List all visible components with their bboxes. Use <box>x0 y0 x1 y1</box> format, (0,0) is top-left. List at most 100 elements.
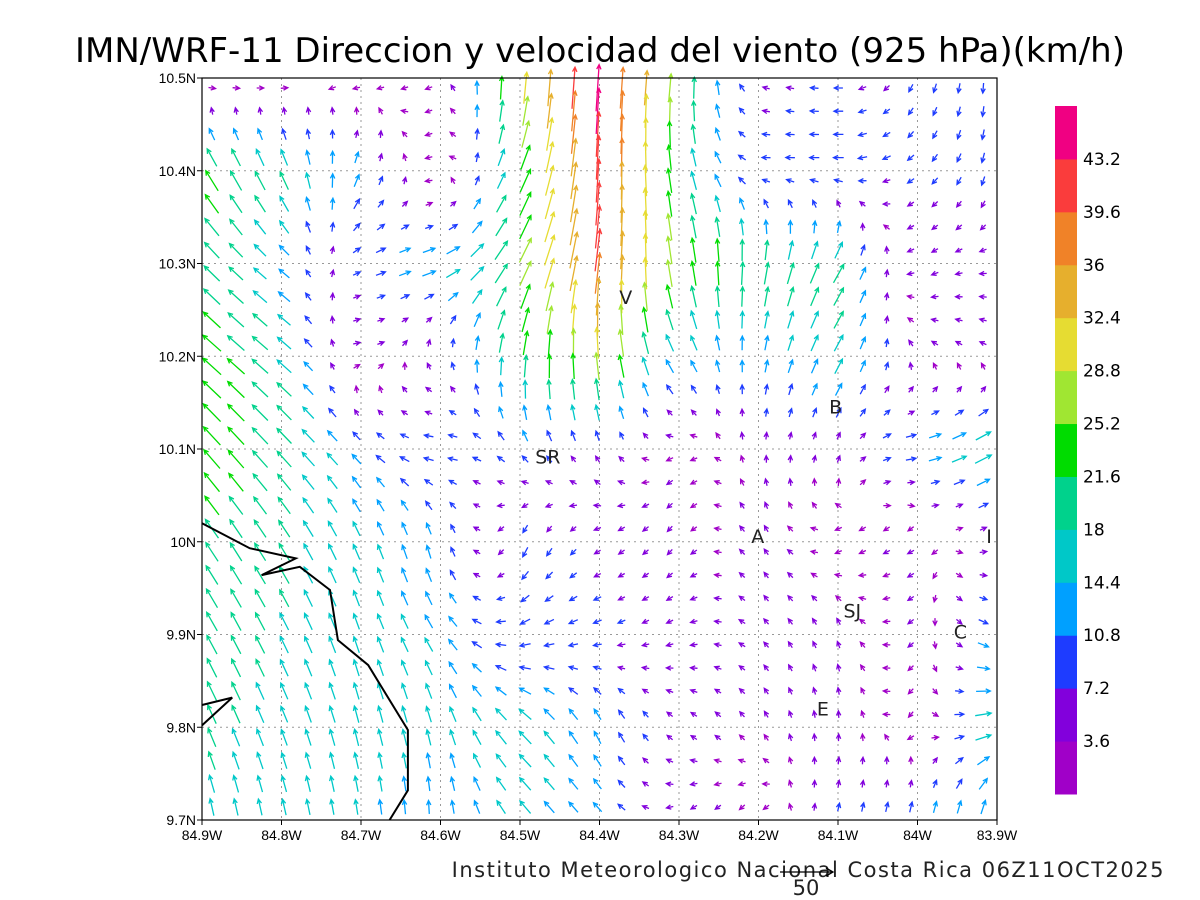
wind-vector <box>811 755 818 765</box>
wind-vector <box>594 455 601 463</box>
wind-vector <box>567 665 579 671</box>
wind-vector <box>471 640 483 649</box>
wind-vector <box>690 123 697 144</box>
wind-vector <box>449 799 456 814</box>
wind-vector <box>787 640 794 649</box>
wind-vector <box>375 432 385 440</box>
wind-vector <box>449 775 456 791</box>
wind-vector <box>931 734 940 741</box>
wind-vector <box>932 618 938 627</box>
wind-vector <box>424 108 433 114</box>
wind-vector <box>450 523 456 534</box>
wind-vector <box>377 129 384 138</box>
wind-vector <box>640 665 650 671</box>
wind-vector <box>788 382 794 396</box>
wind-vector <box>761 108 771 115</box>
wind-vector <box>881 595 891 601</box>
wind-vector <box>400 613 409 629</box>
wind-vector <box>593 753 602 767</box>
wind-vector <box>227 472 244 492</box>
wind-vector <box>860 222 866 231</box>
wind-vector <box>445 268 461 279</box>
wind-vector <box>228 495 244 515</box>
wind-vector <box>931 410 940 416</box>
wind-vector <box>974 454 993 464</box>
wind-vector <box>253 243 267 257</box>
wind-vector <box>206 680 218 701</box>
wind-vector <box>761 85 770 91</box>
wind-vector <box>423 177 433 184</box>
wind-vector <box>932 83 938 94</box>
wind-vector <box>788 686 794 695</box>
wind-vector <box>882 572 891 578</box>
wind-vector <box>498 332 505 353</box>
colorbar-label: 10.8 <box>1083 626 1121 646</box>
wind-vector <box>858 526 867 532</box>
wind-vector <box>617 328 625 357</box>
wind-vector <box>809 85 819 91</box>
wind-vector <box>328 635 337 654</box>
wind-vector <box>763 454 770 463</box>
wind-vector <box>352 431 361 441</box>
wind-vector <box>763 407 770 417</box>
wind-vector <box>640 641 650 648</box>
wind-vector <box>377 363 385 370</box>
wind-vector <box>739 407 745 417</box>
wind-vector <box>690 384 698 394</box>
wind-vector <box>353 363 361 370</box>
wind-vector <box>521 306 531 333</box>
wind-vector <box>641 688 650 694</box>
wind-vector <box>376 612 385 630</box>
wind-vector <box>547 68 554 107</box>
wind-vector <box>473 752 482 768</box>
wind-vector <box>204 495 220 516</box>
wind-vector <box>450 337 456 348</box>
wind-vector <box>226 403 245 422</box>
wind-vector <box>377 798 384 815</box>
wind-vector <box>206 147 218 167</box>
wind-vector <box>811 382 818 396</box>
wind-vector <box>375 85 385 91</box>
wind-vector <box>713 526 722 532</box>
wind-vector <box>497 526 505 532</box>
wind-vector <box>690 147 697 167</box>
wind-vector <box>932 594 938 604</box>
wind-vector <box>739 310 746 329</box>
wind-vector <box>329 268 336 278</box>
wind-vector <box>859 383 866 395</box>
wind-vector <box>618 405 625 419</box>
wind-vector <box>472 729 482 746</box>
wind-vector <box>787 239 795 260</box>
wind-vector <box>689 595 698 601</box>
wind-vector <box>520 283 531 310</box>
wind-vector <box>786 285 795 307</box>
wind-vector <box>301 406 315 419</box>
wind-vector <box>738 710 745 718</box>
wind-vector <box>665 433 674 439</box>
coastline-segment <box>201 696 233 727</box>
wind-vector <box>401 543 408 560</box>
wind-vector <box>954 294 963 300</box>
wind-vector <box>979 549 989 555</box>
wind-vector <box>763 218 769 235</box>
colorbar-label: 21.6 <box>1083 467 1121 487</box>
wind-vector <box>377 751 383 769</box>
wind-vector <box>207 703 217 724</box>
wind-vector <box>353 408 360 417</box>
wind-vector <box>473 197 482 210</box>
wind-vector <box>859 640 866 648</box>
wind-vector <box>689 479 698 485</box>
wind-vector <box>859 478 867 486</box>
wind-vector <box>278 542 290 561</box>
wind-vector <box>594 326 600 359</box>
colorbar-label: 18 <box>1083 520 1105 540</box>
wind-vector <box>980 200 986 209</box>
wind-vector <box>519 260 532 286</box>
wind-vector <box>400 590 409 606</box>
wind-vector <box>201 334 222 352</box>
wind-vector <box>496 194 507 213</box>
wind-vector <box>279 588 290 608</box>
wind-vector <box>665 333 675 352</box>
wind-vector <box>975 431 992 441</box>
wind-vector <box>522 404 528 421</box>
